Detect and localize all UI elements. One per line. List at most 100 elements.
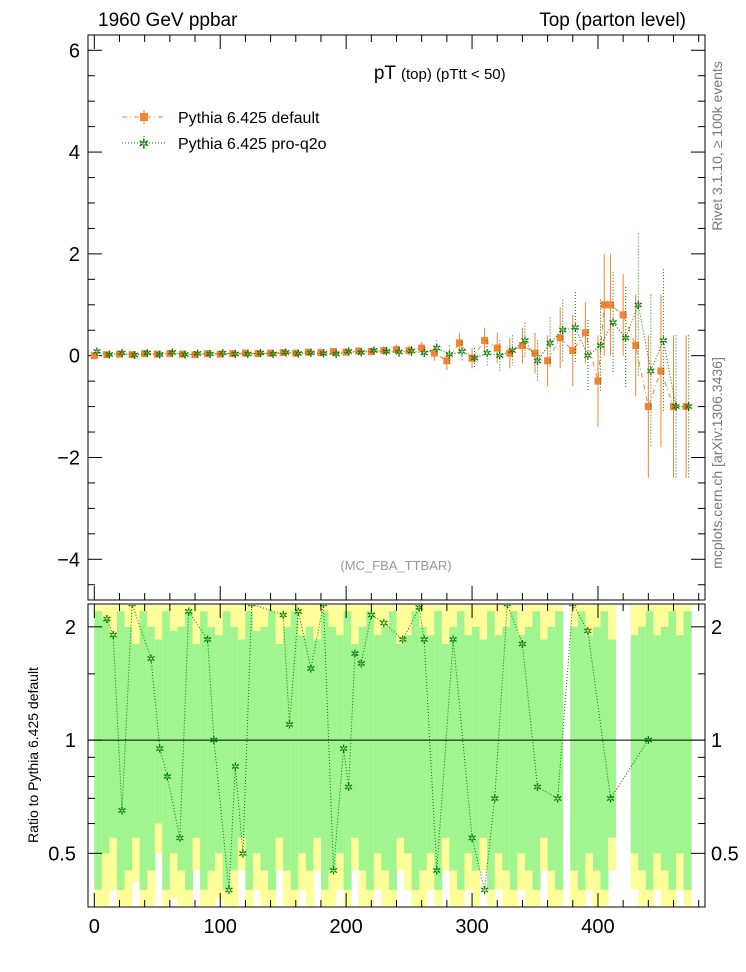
ratio-point: ✲	[209, 735, 218, 747]
proq2o-point: ✲	[231, 349, 240, 361]
main-title: pT	[374, 63, 397, 84]
default-point	[304, 348, 312, 356]
ratio-point: ✲	[503, 599, 512, 611]
ratio-point: ✲	[350, 648, 359, 660]
ratio-point: ✲	[553, 793, 562, 805]
proq2o-point: ✲	[218, 348, 227, 360]
proq2o-point: ✲	[420, 348, 429, 360]
default-point	[380, 347, 388, 355]
band-inner	[222, 611, 231, 890]
ratio-point: ✲	[415, 603, 424, 615]
ratio-point: ✲	[518, 639, 527, 651]
default-point	[455, 339, 463, 347]
proq2o-point: ✲	[596, 340, 605, 352]
default-point	[632, 341, 640, 349]
ratio-point: ✲	[480, 885, 489, 897]
band-inner	[502, 626, 511, 871]
proq2o-point: ✲	[256, 348, 265, 360]
ratio-point: ✲	[398, 635, 407, 647]
default-point	[405, 347, 413, 355]
proq2o-point: ✲	[143, 348, 152, 360]
ratio-ytick-label-left: 0.5	[48, 843, 76, 865]
proq2o-point: ✲	[533, 356, 542, 368]
default-point	[115, 350, 123, 358]
default-point	[166, 350, 174, 358]
band-inner	[320, 611, 330, 890]
band-inner	[260, 626, 269, 871]
ratio-series: ✲✲✲✲✲✲✲✲✲✲✲✲✲✲✲✲✲✲✲✲✲✲✲✲✲✲✲✲✲✲✲✲✲✲✲✲✲✲✲✲…	[102, 599, 653, 897]
main-ytick-label: 2	[69, 244, 80, 266]
ratio-point: ✲	[306, 663, 315, 675]
band-inner	[540, 639, 549, 838]
default-point	[229, 350, 237, 358]
default-point	[178, 350, 186, 358]
analysis-tag: (MC_FBA_TTBAR)	[340, 558, 451, 573]
proq2o-point: ✲	[445, 350, 454, 362]
band-inner	[328, 626, 337, 871]
proq2o-point: ✲	[281, 348, 290, 360]
ratio-point: ✲	[155, 743, 164, 755]
band-inner	[336, 635, 345, 854]
default-point	[443, 357, 451, 365]
proq2o-point: ✲	[117, 348, 126, 360]
ratio-point: ✲	[279, 610, 288, 622]
band-inner	[124, 626, 133, 871]
band-inner	[184, 611, 194, 890]
default-point	[153, 350, 161, 358]
legend-proq2o-marker: ✲	[139, 136, 150, 151]
band-inner	[449, 626, 458, 871]
band-inner	[608, 639, 617, 838]
band-inner	[373, 635, 382, 854]
band-inner	[411, 611, 420, 890]
default-point	[481, 336, 489, 344]
ratio-point: ✲	[285, 720, 294, 732]
band-inner	[358, 626, 367, 871]
band-inner	[192, 644, 201, 838]
default-point	[191, 351, 199, 359]
band-inner	[676, 635, 685, 854]
ratio-xtick-label: 400	[581, 916, 614, 938]
ratio-point: ✲	[184, 606, 193, 618]
proq2o-point: ✲	[168, 348, 177, 360]
ratio-point: ✲	[583, 626, 592, 638]
proq2o-point: ✲	[344, 347, 353, 359]
band-inner	[305, 626, 314, 871]
rivet-label: Rivet 3.1.10, ≥ 100k events	[709, 61, 725, 231]
ratio-ytick-label-left: 2	[65, 617, 76, 639]
default-point	[128, 351, 136, 359]
proq2o-point: ✲	[583, 351, 592, 363]
band-inner	[577, 611, 586, 890]
proq2o-point: ✲	[306, 348, 315, 360]
default-point	[103, 351, 111, 359]
band-inner	[585, 635, 594, 854]
proq2o-point: ✲	[634, 300, 643, 312]
band-inner	[517, 635, 526, 854]
default-point	[342, 348, 350, 356]
proq2o-point: ✲	[571, 323, 580, 335]
default-point	[670, 403, 678, 411]
band-inner	[419, 626, 428, 871]
ratio-point: ✲	[329, 866, 338, 878]
header-left: 1960 GeV ppbar	[98, 10, 238, 31]
band-inner	[570, 626, 579, 871]
band-inner	[162, 611, 171, 890]
ratio-point: ✲	[319, 599, 328, 611]
default-point	[506, 349, 514, 357]
default-point	[241, 349, 249, 357]
main-ytick-label: 0	[69, 346, 80, 368]
band-inner	[494, 635, 503, 854]
band-inner	[645, 611, 654, 890]
ratio-ylabel: Ratio to Pythia 6.425 default	[25, 667, 41, 843]
band-inner	[426, 635, 435, 854]
band-inner	[592, 626, 601, 871]
default-point	[531, 349, 539, 357]
ratio-point: ✲	[533, 782, 542, 794]
ratio-point: ✲	[449, 635, 458, 647]
ratio-axis-ticks: 2 2 1 1 0.5 0.5 0 100 200 300 400	[48, 604, 739, 938]
ratio-point: ✲	[175, 833, 184, 845]
legend-default-marker	[140, 113, 148, 121]
proq2o-point: ✲	[105, 350, 114, 362]
band-inner	[94, 611, 103, 890]
proq2o-point: ✲	[407, 346, 416, 358]
legend-default-label: Pythia 6.425 default	[178, 110, 320, 127]
